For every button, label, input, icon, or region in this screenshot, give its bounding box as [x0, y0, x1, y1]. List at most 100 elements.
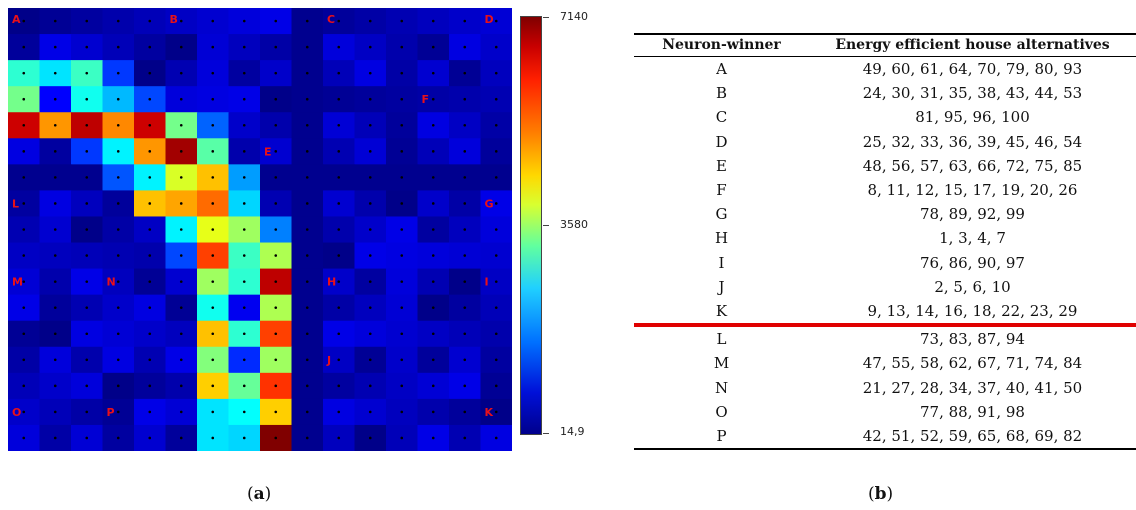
neuron-dot — [305, 228, 309, 231]
neuron-dot — [53, 19, 57, 23]
neuron-dot — [337, 228, 341, 231]
neuron-dot — [368, 228, 372, 231]
table-row: N 21, 27, 28, 34, 37, 40, 41, 50 — [634, 375, 1136, 399]
neuron-dot — [148, 202, 152, 205]
neuron-dot — [431, 202, 435, 205]
neuron-dot — [211, 202, 215, 205]
neuron-dot — [53, 150, 57, 153]
neuron-dot — [337, 436, 341, 440]
neuron-dot — [211, 71, 215, 75]
table-row: J 2, 5, 6, 10 — [634, 275, 1136, 299]
neuron-dot — [211, 228, 215, 231]
neuron-dot — [148, 410, 152, 414]
neuron-cell: K — [715, 301, 728, 320]
neuron-dot — [148, 332, 152, 336]
neuron-dot — [337, 45, 341, 49]
table-row: L 73, 83, 87, 94 — [634, 323, 1136, 352]
neuron-dot — [22, 19, 26, 23]
neuron-dot — [53, 254, 57, 257]
neuron-dot — [53, 71, 57, 75]
neuron-dot — [85, 71, 89, 75]
neuron-dot — [463, 384, 467, 388]
neuron-dot — [85, 176, 89, 179]
neuron-dot — [116, 176, 120, 179]
alternatives-cell: 25, 32, 33, 36, 39, 45, 46, 54 — [862, 132, 1083, 151]
alternatives-cell: 81, 95, 96, 100 — [915, 108, 1030, 127]
neuron-dot — [116, 202, 120, 205]
neuron-dot — [53, 97, 57, 101]
neuron-dot — [116, 19, 120, 23]
neuron-cell: L — [634, 323, 809, 352]
neuron-dot — [305, 71, 309, 75]
neuron-dot — [431, 123, 435, 127]
alternatives-cell: 21, 27, 28, 34, 37, 40, 41, 50 — [862, 378, 1083, 397]
neuron-dot — [179, 19, 183, 23]
neuron-dot — [337, 123, 341, 127]
neuron-dot — [22, 45, 26, 49]
table-row: O 77, 88, 91, 98 — [634, 400, 1136, 424]
node-label-i: I — [485, 276, 489, 289]
neuron-dot — [85, 202, 89, 205]
table-row: K 9, 13, 14, 16, 18, 22, 23, 29 — [634, 299, 1136, 325]
neuron-dot — [368, 254, 372, 257]
neuron-dot — [368, 19, 372, 23]
neuron-dot — [211, 97, 215, 101]
neuron-dot — [116, 358, 120, 362]
neuron-dot — [337, 384, 341, 388]
neuron-dot — [305, 436, 309, 440]
neuron-dot — [494, 384, 498, 388]
alternatives-cell: 48, 56, 57, 63, 66, 72, 75, 85 — [862, 156, 1083, 175]
table-header-row: Neuron-winner Energy efficient house alt… — [634, 33, 1136, 57]
neuron-cell: E — [716, 156, 727, 175]
neuron-dot — [179, 358, 183, 362]
neuron-dot — [53, 45, 57, 49]
neuron-dot — [116, 306, 120, 309]
neuron-dot — [305, 19, 309, 23]
alternatives-cell: 49, 60, 61, 64, 70, 79, 80, 93 — [862, 60, 1083, 79]
neuron-dot — [494, 358, 498, 362]
colorbar-min-label: 14,9 — [560, 425, 585, 438]
neuron-dot — [368, 123, 372, 127]
neuron-dot — [148, 306, 152, 309]
neuron-dot — [463, 358, 467, 362]
neuron-dot — [431, 306, 435, 309]
neuron-dot — [463, 97, 467, 101]
neuron-dot — [116, 97, 120, 101]
neuron-dot — [116, 150, 120, 153]
node-label-m: M — [12, 276, 23, 289]
neuron-dot — [463, 45, 467, 49]
neuron-dot — [400, 254, 404, 257]
neuron-dot — [242, 384, 246, 388]
neuron-dot — [274, 176, 278, 179]
neuron-dot — [53, 384, 57, 388]
neuron-dot — [85, 123, 89, 127]
neuron-dot — [22, 358, 26, 362]
neuron-dot — [274, 254, 278, 257]
table-row: I 76, 86, 90, 97 — [634, 251, 1136, 275]
neuron-dot — [494, 228, 498, 231]
neuron-dot — [400, 306, 404, 309]
neuron-dot — [463, 176, 467, 179]
neuron-dot — [179, 280, 183, 283]
neuron-dot — [211, 150, 215, 153]
neuron-dot — [337, 332, 341, 336]
node-label-l: L — [12, 197, 19, 210]
neuron-dot — [368, 150, 372, 153]
neuron-dot — [211, 254, 215, 257]
neuron-dot — [368, 176, 372, 179]
neuron-dot — [242, 436, 246, 440]
neuron-dot — [116, 123, 120, 127]
neuron-dot — [274, 384, 278, 388]
neuron-cell: I — [718, 253, 725, 272]
column-header-alternatives: Energy efficient house alternatives — [809, 33, 1136, 57]
neuron-dot — [179, 228, 183, 231]
neuron-dot — [337, 410, 341, 414]
neuron-dot — [274, 71, 278, 75]
node-label-f: F — [422, 93, 430, 106]
neuron-dot — [494, 254, 498, 257]
neuron-cell: H — [714, 229, 729, 248]
neuron-dot — [242, 358, 246, 362]
neuron-dot — [211, 384, 215, 388]
node-label-e: E — [264, 145, 272, 158]
neuron-dot — [179, 176, 183, 179]
